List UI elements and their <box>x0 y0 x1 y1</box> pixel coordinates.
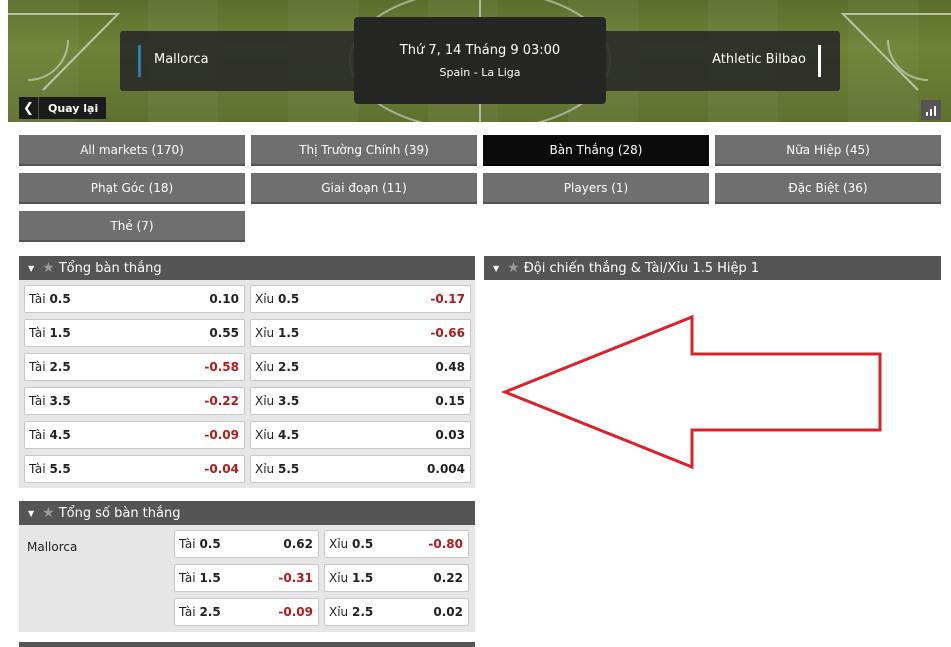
total-goals-body <box>19 280 475 488</box>
odds-cell[interactable]: Xỉu 5.5 0.004 <box>250 455 471 483</box>
away-team-accent <box>818 45 821 77</box>
collapse-triangle-icon: ▼ <box>28 263 35 273</box>
odds-cell[interactable]: Tài 1.5 -0.31 <box>174 564 319 592</box>
collapse-triangle-icon: ▼ <box>28 508 35 518</box>
odds-cell[interactable]: Tài 4.5 -0.09 <box>24 421 245 449</box>
home-team-name: Mallorca <box>154 52 209 67</box>
total-goals-title: Tổng bàn thắng <box>58 260 162 276</box>
odds-cell[interactable]: Tài 5.5 -0.04 <box>24 455 245 483</box>
tab-players[interactable]: Players (1) <box>483 173 709 204</box>
odds-cell[interactable]: Xỉu 0.5 -0.80 <box>324 530 469 558</box>
odds-cell[interactable]: Tài 0.5 0.10 <box>24 285 245 313</box>
odds-cell[interactable]: Tài 0.5 0.62 <box>174 530 319 558</box>
odds-cell[interactable]: Tài 3.5 -0.22 <box>24 387 245 415</box>
odds-cell[interactable]: Xỉu 2.5 0.02 <box>324 598 469 626</box>
next-panel-header[interactable] <box>19 642 475 647</box>
odds-cell[interactable]: Xỉu 0.5 -0.17 <box>250 285 471 313</box>
match-info-box <box>354 17 606 104</box>
bar-chart-icon[interactable] <box>921 100 941 120</box>
tab-goals[interactable]: Bàn Thắng (28) <box>483 135 709 166</box>
star-icon[interactable]: ★ <box>42 260 55 276</box>
odds-cell[interactable]: Tài 2.5 -0.58 <box>24 353 245 381</box>
back-label: Quay lại <box>48 101 99 115</box>
tab-specials[interactable]: Đặc Biệt (36) <box>715 173 941 204</box>
star-icon[interactable]: ★ <box>42 505 55 521</box>
odds-cell[interactable]: Xỉu 1.5 0.22 <box>324 564 469 592</box>
team-total-goals-title: Tổng số bàn thắng <box>58 505 181 521</box>
winner-over-under-header[interactable]: ▼ ★ Đội chiến thắng & Tài/Xỉu 1.5 Hiệp 1 <box>484 256 941 280</box>
odds-cell[interactable]: Xỉu 2.5 0.48 <box>250 353 471 381</box>
back-button[interactable]: ❮ Quay lại <box>19 97 106 119</box>
odds-cell[interactable]: Tài 2.5 -0.09 <box>174 598 319 626</box>
star-icon[interactable]: ★ <box>507 260 520 276</box>
tab-all-markets[interactable]: All markets (170) <box>19 135 245 166</box>
collapse-triangle-icon: ▼ <box>493 263 500 273</box>
odds-cell[interactable]: Xỉu 1.5 -0.66 <box>250 319 471 347</box>
tab-cards[interactable]: Thẻ (7) <box>19 211 245 242</box>
tab-corners[interactable]: Phạt Góc (18) <box>19 173 245 204</box>
total-goals-header[interactable]: ▼ ★ Tổng bàn thắng <box>19 256 475 280</box>
team-total-goals-header[interactable]: ▼ ★ Tổng số bàn thắng <box>19 501 475 525</box>
odds-cell[interactable]: Tài 1.5 0.55 <box>24 319 245 347</box>
winner-over-under-title: Đội chiến thắng & Tài/Xỉu 1.5 Hiệp 1 <box>523 260 760 276</box>
tab-main-markets[interactable]: Thị Trường Chính (39) <box>251 135 477 166</box>
home-team-accent <box>138 45 141 77</box>
tab-half[interactable]: Nữa Hiệp (45) <box>715 135 941 166</box>
match-date-time: Thứ 7, 14 Tháng 9 03:00 <box>399 43 561 58</box>
chevron-left-icon: ❮ <box>19 97 39 119</box>
tab-periods[interactable]: Giai đoạn (11) <box>251 173 477 204</box>
odds-cell[interactable]: Xỉu 3.5 0.15 <box>250 387 471 415</box>
away-team-name: Athletic Bilbao <box>712 52 806 67</box>
team-name-label: Mallorca <box>27 540 78 554</box>
match-league: Spain - La Liga <box>439 66 521 79</box>
odds-cell[interactable]: Xỉu 4.5 0.03 <box>250 421 471 449</box>
